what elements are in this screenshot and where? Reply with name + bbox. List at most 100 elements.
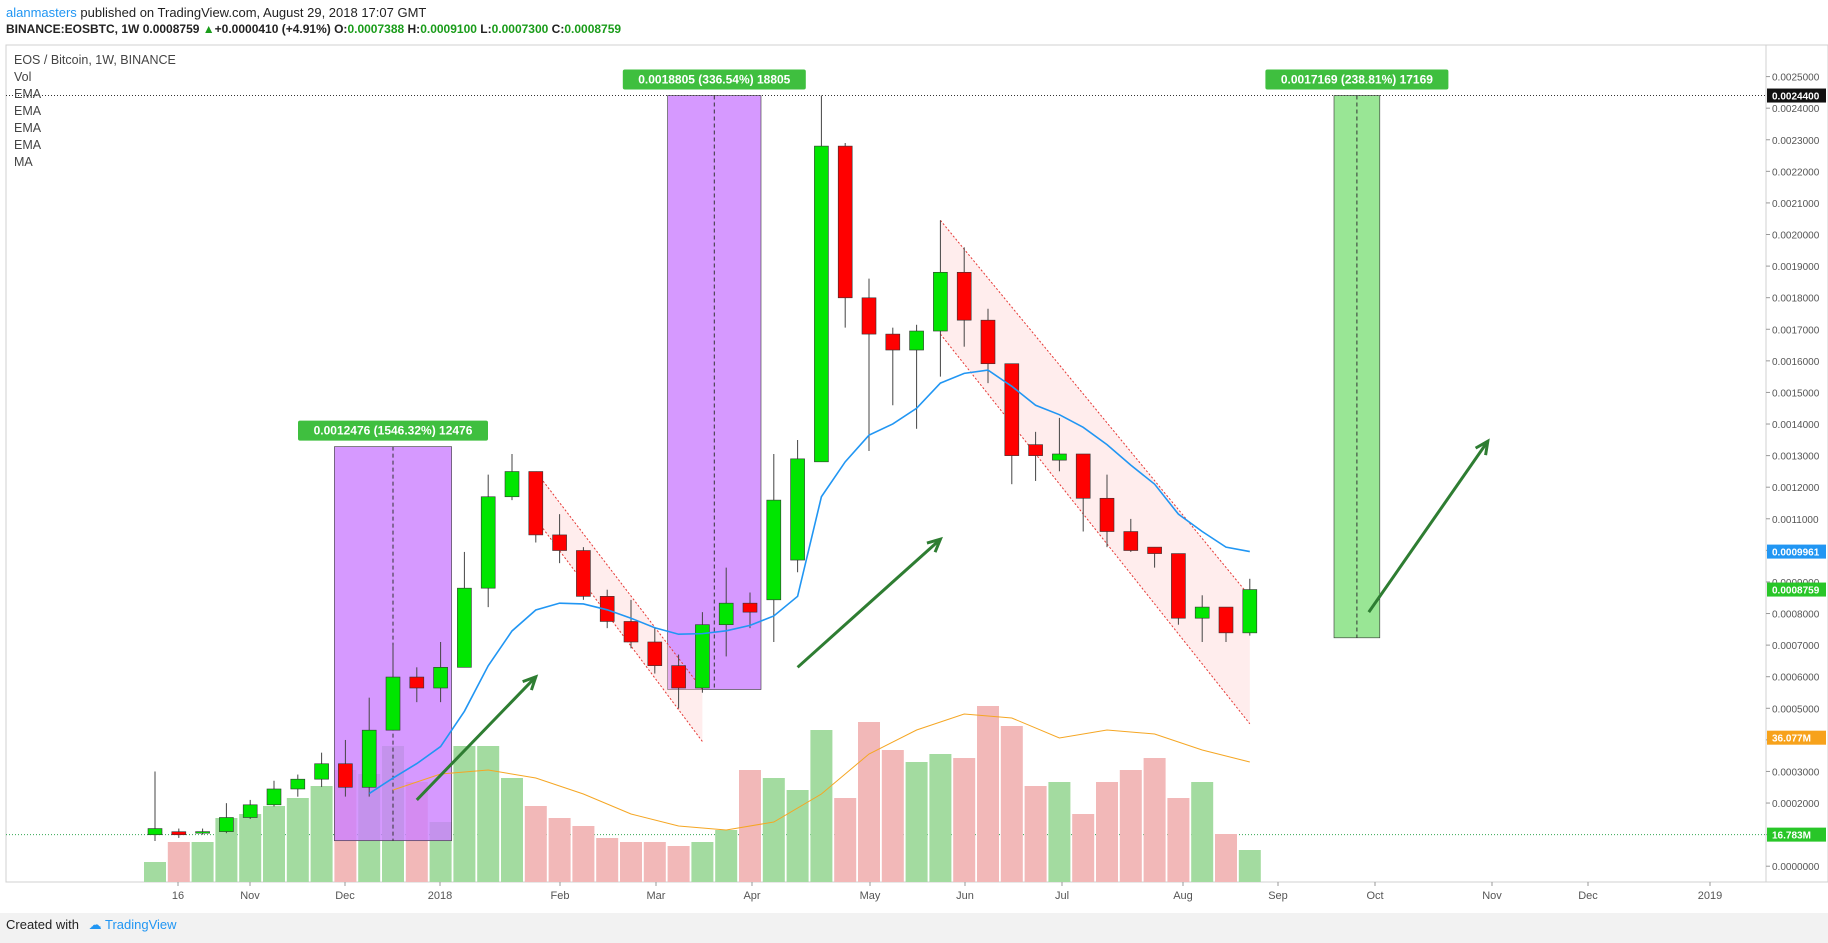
y-tick-label-18: 0.0007000 <box>1772 641 1820 652</box>
volume-bar <box>524 806 547 882</box>
tradingview-cloud-icon: ☁ <box>88 917 102 932</box>
low-value: 0.0007300 <box>491 22 549 36</box>
volume-bar <box>858 722 880 882</box>
price-label-vol: 16.783M <box>1772 831 1811 842</box>
candle-body <box>219 817 234 832</box>
legend-ema-1[interactable]: EMA <box>14 87 42 101</box>
candle-body <box>766 499 782 601</box>
volume-bar <box>667 846 690 882</box>
x-tick-label-3: 2018 <box>428 890 452 902</box>
high-value: 0.0009100 <box>420 22 477 36</box>
price-change: +0.0000410 (+4.91%) <box>214 22 331 36</box>
y-tick-label-5: 0.0020000 <box>1772 231 1820 242</box>
volume-bar <box>1238 850 1261 882</box>
x-tick-label-15: 2019 <box>1698 890 1722 902</box>
candle-body <box>1052 453 1067 461</box>
chart-title[interactable]: EOS / Bitcoin, 1W, BINANCE <box>14 53 176 67</box>
price-label-bg-high <box>1767 88 1826 103</box>
candle-body <box>480 496 496 589</box>
candle-body <box>861 297 877 335</box>
x-tick-label-9: Jul <box>1055 890 1069 902</box>
volume-bar <box>715 830 738 882</box>
price-label-ema: 0.0009961 <box>1772 548 1820 559</box>
legend-ema-3[interactable]: EMA <box>14 121 42 135</box>
legend-ma[interactable]: MA <box>14 155 33 169</box>
volume-bar <box>477 746 500 882</box>
y-tick-label-2: 0.0023000 <box>1772 136 1820 147</box>
candle-body <box>718 602 734 626</box>
y-tick-label-14: 0.0011000 <box>1772 515 1819 526</box>
volume-bar <box>263 806 285 882</box>
y-tick-label-1: 0.0024000 <box>1772 104 1820 115</box>
x-tick-label-4: Feb <box>551 890 570 902</box>
y-tick-label-6: 0.0019000 <box>1772 262 1820 273</box>
candle-body <box>290 778 306 790</box>
legend-vol[interactable]: Vol <box>14 70 32 84</box>
y-tick-label-25: 0.0000000 <box>1772 862 1820 873</box>
footer-bar <box>0 913 1828 943</box>
tradingview-link[interactable]: TradingView <box>105 917 177 932</box>
price-label-bg-ma <box>1767 730 1826 745</box>
y-tick-label-17: 0.0008000 <box>1772 610 1820 621</box>
volume-bar <box>501 778 523 882</box>
open-value: 0.0007388 <box>347 22 405 36</box>
volume-bar <box>834 798 857 882</box>
author-link[interactable]: alanmasters <box>6 5 77 20</box>
candle-body <box>1075 453 1091 499</box>
open-label: O: <box>334 22 348 36</box>
ohlc-line: BINANCE:EOSBTC, 1W 0.0008759 ▲+0.0000410… <box>6 21 621 38</box>
y-tick-label-10: 0.0015000 <box>1772 388 1820 399</box>
candle-body <box>1194 606 1210 619</box>
volume-bar <box>215 818 238 882</box>
candle-body <box>1218 606 1234 634</box>
candle-body <box>837 145 853 299</box>
candle-body <box>528 471 544 536</box>
candle-body <box>1147 546 1162 554</box>
price-label-bg-vol <box>1767 827 1826 842</box>
candle-body <box>1123 531 1139 551</box>
candle-body <box>909 330 924 351</box>
y-tick-label-22: 0.0003000 <box>1772 767 1820 778</box>
measure-label-bg-2 <box>1265 69 1449 90</box>
y-tick-label-0: 0.0025000 <box>1772 73 1820 84</box>
candle-body <box>790 458 805 561</box>
candle-body <box>457 587 472 668</box>
y-tick-label-13: 0.0012000 <box>1772 483 1820 494</box>
volume-bar <box>596 838 619 882</box>
y-tick-label-11: 0.0014000 <box>1772 420 1820 431</box>
price-label-bg-ema <box>1767 544 1826 559</box>
candle-body <box>171 831 187 836</box>
candle-body <box>933 271 948 332</box>
close-value: 0.0008759 <box>564 22 622 36</box>
volume-bar <box>810 730 833 882</box>
y-tick-label-8: 0.0017000 <box>1772 325 1820 336</box>
candle-body <box>1004 363 1020 456</box>
candle-body <box>742 602 758 613</box>
legend-ema-4[interactable]: EMA <box>14 138 42 152</box>
volume-ma-line <box>392 713 1250 831</box>
candle-body <box>147 828 163 836</box>
candle-body <box>361 729 377 788</box>
candle-body <box>552 534 567 551</box>
candle-body <box>1171 553 1186 619</box>
x-tick-label-13: Nov <box>1482 890 1502 902</box>
symbol-label: BINANCE:EOSBTC, 1W <box>6 22 140 36</box>
volume-bar <box>977 706 999 882</box>
close-label: C: <box>551 22 565 36</box>
price-label-ma: 36.077M <box>1772 734 1811 745</box>
trend-arrowhead-1 <box>926 536 943 553</box>
legend-ema-2[interactable]: EMA <box>14 104 42 118</box>
candle-body <box>266 788 282 806</box>
x-tick-label-7: May <box>860 890 881 902</box>
trend-arrow-1 <box>796 538 942 669</box>
candle-body <box>1028 444 1043 456</box>
price-label-high: 0.0024400 <box>1772 92 1820 103</box>
y-tick-label-7: 0.0018000 <box>1772 294 1820 305</box>
candle-body <box>980 319 996 365</box>
volume-bar <box>1167 798 1190 882</box>
channel-fill-0 <box>535 471 703 742</box>
volume-bar <box>786 790 809 882</box>
measure-label-1: 0.0018805 (336.54%) 18805 <box>638 73 790 87</box>
volume-bar <box>239 814 262 882</box>
